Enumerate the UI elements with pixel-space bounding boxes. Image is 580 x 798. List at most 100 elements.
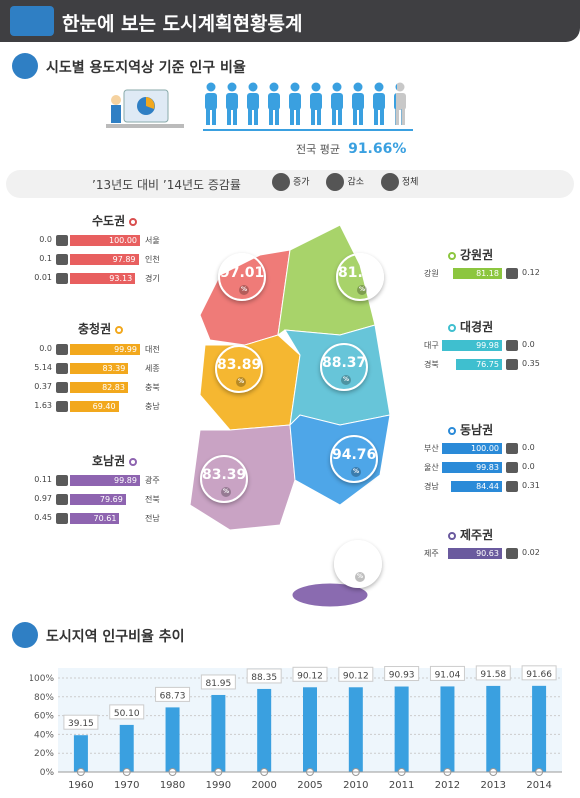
region-title-daegyeong: 대경권 [448,318,493,335]
change-rate-band [6,170,574,198]
person-icon [371,82,387,126]
change-icon [56,344,68,355]
region-dot-icon [448,251,456,260]
data-label: 90.93 [389,671,415,681]
x-tick-label: 2014 [526,780,551,791]
person-icon [329,82,345,126]
data-label: 90.12 [343,671,369,681]
x-tick-label: 2013 [481,780,506,791]
data-label-box [384,666,420,682]
trend-chart: 0% 20% 40% 60% 80% 100% 39.15 1960 50.10 1970 68.7… [28,650,570,795]
y-tick-label: 20% [34,749,54,759]
region-bar-value: 90.63 [476,549,499,558]
change-legend: 증가 감소 정체 [272,173,418,191]
row-change-chungcheong: 1.63 [34,401,52,410]
pin-chungcheong: 83.89% [215,345,263,393]
region-title-honam: 호남권 [92,452,138,469]
region-bar-value: 79.69 [99,495,123,504]
data-label: 88.35 [251,673,277,683]
region-bar: 100.00 [442,443,502,454]
x-tick-label: 2011 [389,780,414,791]
data-label-box [200,674,236,690]
row-city-chungcheong: 대전 [145,345,160,354]
region-bar: 99.98 [442,340,502,351]
flat-icon [380,173,399,191]
region-bar: 76.75 [455,359,502,370]
row-city-honam: 전북 [145,495,160,504]
data-label: 91.04 [435,670,461,680]
region-title-jeju: 제주권 [448,526,493,543]
section2-title: 도시지역 인구비율 추이 [46,629,185,645]
change-icon [56,382,68,393]
row-city-chungcheong: 충북 [145,383,160,392]
x-tick-label: 2010 [343,780,368,791]
region-bar: 90.63 [447,548,502,559]
data-label: 68.73 [160,691,186,701]
monitor-illustration-icon [96,82,192,140]
bar-2010 [348,687,363,772]
region-bar: 70.61 [70,513,120,524]
decrease-icon [326,173,345,191]
bar-2012 [440,686,455,772]
y-tick-label: 40% [34,730,54,740]
region-bar: 69.40 [70,401,119,412]
region-bar-value: 69.40 [92,402,116,411]
row-change-chungcheong: 0.0 [39,344,52,353]
row-city-honam: 광주 [145,476,160,485]
population-pictogram [203,82,413,126]
region-bar-value: 97.89 [112,255,136,264]
data-label: 39.15 [68,719,94,729]
region-bar: 83.39 [70,363,129,374]
region-title-chungcheong: 충청권 [78,320,124,337]
change-icon [56,494,68,505]
y-tick-label: 60% [34,712,54,722]
region-bar-value: 84.44 [476,482,499,491]
region-dot-icon [129,457,138,466]
row-change-gangwon: 0.12 [522,268,540,277]
bar-1990 [211,694,226,772]
row-change-daegyeong: 0.0 [522,340,535,349]
person-icon [308,82,324,126]
data-label-box [109,704,145,720]
region-bar: 93.13 [70,273,136,284]
change-icon [506,340,518,351]
region-dot-icon [115,325,124,334]
row-change-sudo: 0.01 [34,273,52,282]
data-label: 50.10 [114,709,140,719]
row-city-dongnam: 경남 [424,482,439,491]
region-bar: 100.00 [70,235,140,246]
region-title-gangwon: 강원권 [448,246,493,263]
pin-dongnam-value: 94.76 [332,447,377,463]
page-header: 한눈에 보는 도시계획현황통계 [0,0,580,42]
row-city-daegyeong: 대구 [424,341,439,350]
bar-2005 [303,687,317,772]
row-city-chungcheong: 세종 [145,364,160,373]
region-dot-icon [448,426,456,435]
bar-1980 [165,707,180,772]
data-label-box [292,666,328,682]
y-tick-label: 0% [40,768,55,778]
row-city-sudo: 서울 [145,236,160,245]
pin-gangwon-value: 81.18 [338,265,383,281]
x-tick-label: 2005 [297,780,322,791]
change-icon [506,548,518,559]
row-change-honam: 0.45 [34,513,52,522]
x-tick-label: 1970 [114,780,139,791]
x-tick-label: 1990 [206,780,231,791]
x-tick-label: 2000 [251,780,276,791]
row-change-chungcheong: 0.37 [34,382,52,391]
region-bar: 81.18 [453,268,502,279]
bar-2014 [532,685,547,772]
row-city-honam: 전남 [145,514,160,523]
region-bar: 82.83 [70,382,128,393]
row-city-gangwon: 강원 [424,269,439,278]
row-change-honam: 0.97 [34,494,52,503]
region-dot-icon [448,531,456,540]
data-label-box [155,686,191,702]
region-bar-value: 93.13 [109,274,133,283]
row-city-daegyeong: 경북 [424,360,439,369]
region-bar-value: 99.98 [476,341,499,350]
increase-icon [272,173,290,191]
region-name-gangwon: 강원권 [460,248,494,262]
region-bar-value: 99.83 [476,463,499,472]
